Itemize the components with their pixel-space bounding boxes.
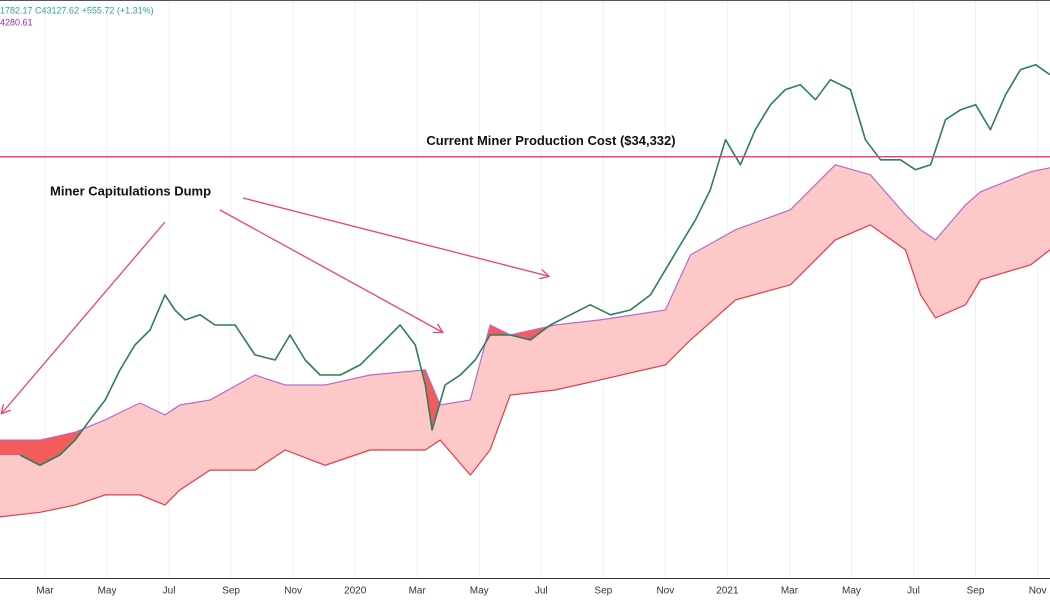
arrow xyxy=(219,209,442,332)
legend-text: 4280.61 xyxy=(0,17,33,27)
x-tick-label: 2020 xyxy=(344,586,367,597)
x-tick-label: Nov xyxy=(656,586,674,597)
hline-label: Current Miner Production Cost ($34,332) xyxy=(426,133,675,148)
x-tick-label: Jul xyxy=(907,586,920,597)
x-tick-label: Jul xyxy=(163,586,176,597)
legend-text: 1782.17 C43127.62 +555.72 (+1.31%) xyxy=(0,5,154,15)
band-fill xyxy=(0,164,1050,517)
x-tick-label: Jul xyxy=(535,586,548,597)
x-tick-label: Sep xyxy=(594,586,612,597)
band-upper xyxy=(0,164,1050,441)
grid xyxy=(44,0,1039,578)
x-tick-label: Mar xyxy=(781,586,799,597)
arrow xyxy=(2,221,166,413)
price-line xyxy=(19,63,1050,467)
annotation: Miner Capitulations Dump xyxy=(50,183,211,198)
x-tick-label: Mar xyxy=(409,586,427,597)
band-lower xyxy=(0,224,1050,518)
x-tick-label: Nov xyxy=(1029,586,1047,597)
plot xyxy=(0,63,1050,518)
x-tick-label: Nov xyxy=(284,586,302,597)
x-tick-label: May xyxy=(842,586,861,597)
x-tick-label: Sep xyxy=(222,586,240,597)
arrow xyxy=(242,197,548,276)
x-tick-label: Mar xyxy=(36,586,54,597)
x-tick-label: May xyxy=(470,586,489,597)
annotation-arrows xyxy=(2,197,548,413)
x-tick-label: May xyxy=(98,586,117,597)
x-tick-label: 2021 xyxy=(716,586,739,597)
x-tick-label: Sep xyxy=(967,586,985,597)
